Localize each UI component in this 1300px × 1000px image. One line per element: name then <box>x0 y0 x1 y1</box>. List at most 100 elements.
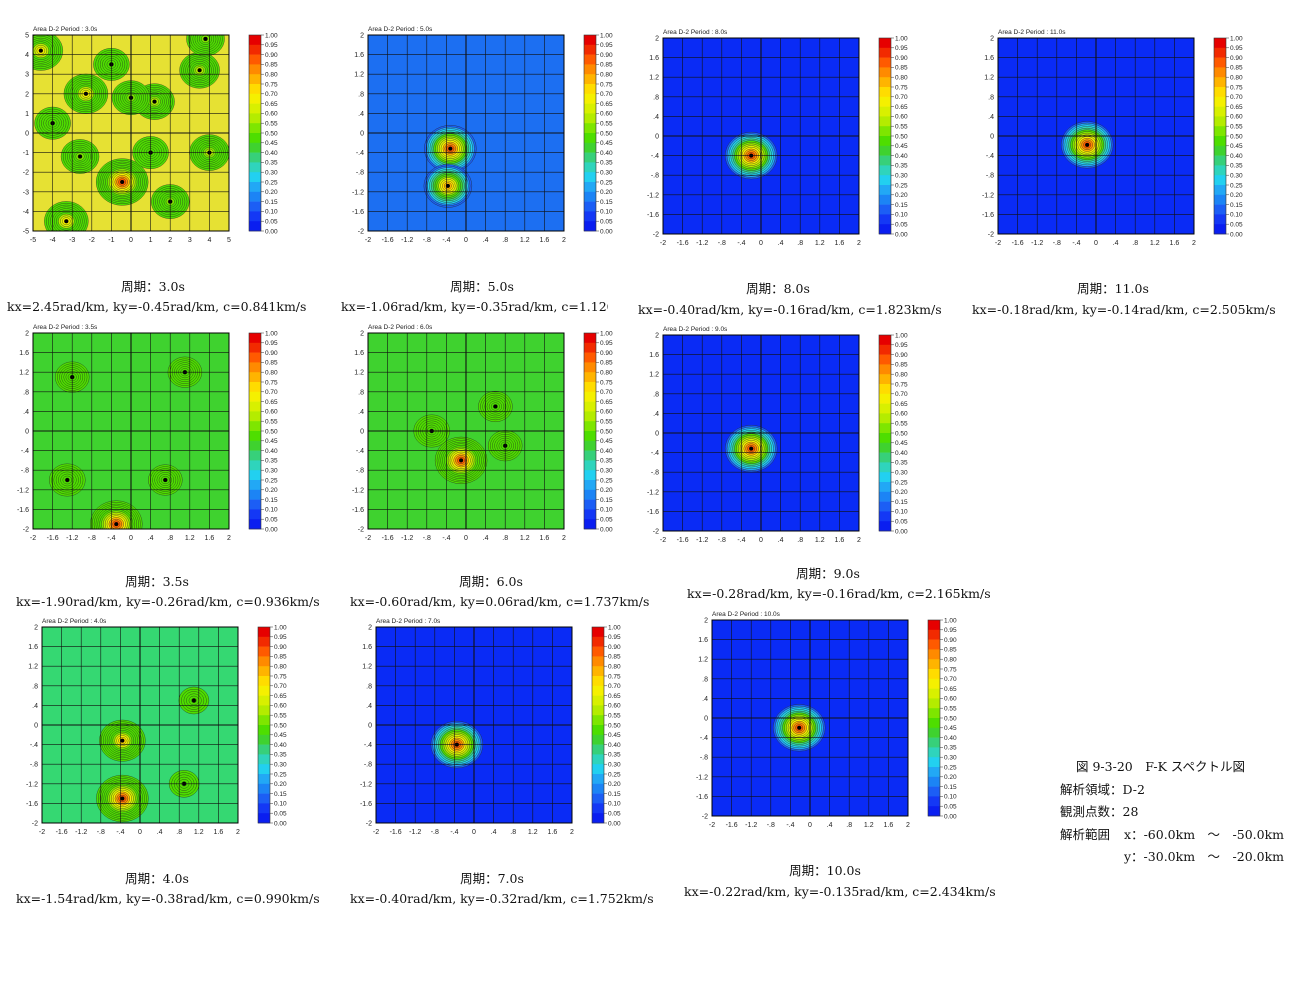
y-tick-label: -.4 <box>651 153 659 160</box>
x-tick-label: -.8 <box>767 822 775 829</box>
x-tick-label: 1.2 <box>520 535 530 542</box>
plot-frame <box>662 334 860 532</box>
peak-point <box>459 458 464 463</box>
y-tick-label: -3 <box>23 189 29 196</box>
x-tick-label: 1.6 <box>540 237 550 244</box>
fk-spectrum-svg: Area D-2 Period : 6.0s -2-2 -1.6 -1.6 -1.2 -1… <box>352 324 613 542</box>
colorbar-segment <box>879 145 891 156</box>
colorbar-label: 0.10 <box>944 794 957 801</box>
y-tick-label: 0 <box>360 131 364 138</box>
colorbar-label: 0.25 <box>895 182 908 189</box>
colorbar-segment <box>258 656 270 667</box>
colorbar-segment <box>584 44 596 55</box>
x-tick-label: .4 <box>778 240 784 247</box>
colorbar-segment <box>879 87 891 98</box>
y-tick-label: 0 <box>655 431 659 438</box>
colorbar-segment <box>584 391 596 402</box>
colorbar-segment <box>879 224 891 235</box>
colorbar-label: 0.70 <box>944 676 957 683</box>
colorbar-segment <box>584 470 596 481</box>
y-tick-label: -1.6 <box>360 801 372 808</box>
colorbar-segment <box>879 501 891 512</box>
x-tick-label: 0 <box>1094 240 1098 247</box>
colorbar-segment <box>928 718 940 729</box>
x-tick-label: .4 <box>1113 240 1119 247</box>
colorbar-segment <box>592 685 604 696</box>
x-tick-label: -1.6 <box>677 240 689 247</box>
colorbar-segment <box>249 152 261 163</box>
colorbar-label: 0.60 <box>895 411 908 418</box>
x-tick-label: -2 <box>39 829 45 836</box>
colorbar-segment <box>249 401 261 412</box>
x-tick-label: .8 <box>797 240 803 247</box>
colorbar-segment <box>584 123 596 134</box>
colorbar-segment <box>584 35 596 46</box>
colorbar-segment <box>258 774 270 785</box>
colorbar-segment <box>584 54 596 65</box>
y-tick-label: 2 <box>34 625 38 632</box>
x-tick-label: 0 <box>759 537 763 544</box>
colorbar-label: 0.05 <box>265 219 278 226</box>
colorbar-segment <box>258 813 270 824</box>
colorbar-segment <box>249 421 261 432</box>
colorbar-segment <box>879 374 891 385</box>
peak-point <box>191 698 196 703</box>
colorbar-label: 0.30 <box>895 173 908 180</box>
colorbar-segment <box>1214 224 1226 235</box>
y-tick-label: 1.2 <box>649 372 659 379</box>
colorbar-segment <box>584 64 596 75</box>
colorbar-label: 0.25 <box>274 771 287 778</box>
colorbar-label: 0.90 <box>265 52 278 59</box>
colorbar-segment <box>928 698 940 709</box>
x-tick-label: -1.2 <box>401 535 413 542</box>
y-tick-label: 0 <box>655 134 659 141</box>
colorbar-label: 0.45 <box>265 438 278 445</box>
x-tick-label: .4 <box>148 535 154 542</box>
colorbar-label: 0.75 <box>274 673 287 680</box>
x-tick-label: -5 <box>30 237 36 244</box>
y-tick-label: -1.2 <box>647 489 659 496</box>
x-tick-label: -1.2 <box>696 537 708 544</box>
colorbar-segment <box>258 725 270 736</box>
colorbar-segment <box>879 67 891 78</box>
x-tick-label: 1.6 <box>548 829 558 836</box>
colorbar-segment <box>249 411 261 422</box>
colorbar-label: 0.45 <box>265 140 278 147</box>
colorbar-label: 0.45 <box>895 440 908 447</box>
colorbar-segment <box>249 460 261 471</box>
period-caption: 周期：10.0s <box>789 863 861 878</box>
colorbar-segment <box>584 480 596 491</box>
colorbar-label: 0.80 <box>944 657 957 664</box>
x-tick-label: 2 <box>857 240 861 247</box>
y-tick-label: 2 <box>655 36 659 43</box>
colorbar-label: 0.50 <box>600 130 613 137</box>
colorbar-label: 0.05 <box>895 519 908 526</box>
colorbar-segment <box>584 352 596 363</box>
fk-spectrum-svg: Area D-2 Period : 8.0s -2-2 -1.6 -1.6 -1.2 -1… <box>647 29 908 247</box>
y-tick-label: 1.2 <box>984 75 994 82</box>
colorbar-label: 0.30 <box>265 170 278 177</box>
colorbar-segment <box>928 688 940 699</box>
wavenumber-caption: kx=-0.18rad/km, ky=-0.14rad/km, c=2.505k… <box>972 302 1276 317</box>
x-tick-label: .4 <box>157 829 163 836</box>
y-tick-label: -.8 <box>356 170 364 177</box>
y-tick-label: .4 <box>988 114 994 121</box>
colorbar-segment <box>584 182 596 193</box>
x-tick-label: -.8 <box>431 829 439 836</box>
analysis-area: 解析領域：D-2 <box>1060 781 1145 797</box>
colorbar-label: 0.95 <box>265 42 278 49</box>
y-tick-label: -.8 <box>651 173 659 180</box>
colorbar-label: 0.50 <box>895 133 908 140</box>
colorbar-label: 1.00 <box>944 617 957 624</box>
y-tick-label: -.8 <box>21 468 29 475</box>
x-tick-label: .8 <box>176 829 182 836</box>
y-tick-label: .4 <box>32 703 38 710</box>
colorbar-label: 0.15 <box>265 497 278 504</box>
y-tick-label: 4 <box>25 52 29 59</box>
colorbar-segment <box>258 695 270 706</box>
colorbar-label: 0.65 <box>600 101 613 108</box>
colorbar-segment <box>584 211 596 222</box>
colorbar-label: 0.35 <box>1230 163 1243 170</box>
colorbar-segment <box>1214 165 1226 176</box>
colorbar-segment <box>249 450 261 461</box>
